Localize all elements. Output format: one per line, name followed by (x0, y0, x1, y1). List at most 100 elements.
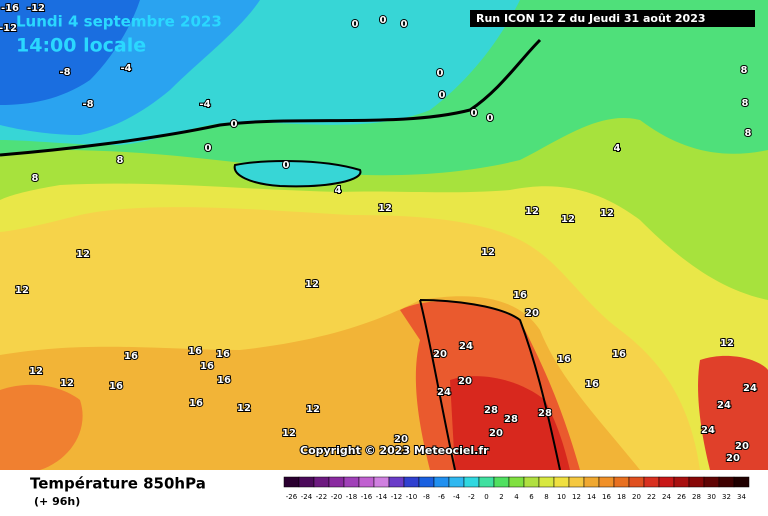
contour-label: 28 (484, 405, 498, 416)
color-swatch (343, 476, 360, 488)
contour-label: 0 (352, 19, 359, 30)
contour-label: 20 (394, 434, 408, 445)
contour-label: 16 (217, 375, 231, 386)
contour-label: 0 (231, 119, 238, 130)
contour-label: 12 (600, 208, 614, 219)
contour-label: 12 (282, 428, 296, 439)
scale-label: -24 (301, 493, 313, 501)
color-swatch (583, 476, 600, 488)
contour-label: 12 (29, 366, 43, 377)
scale-label: 16 (602, 493, 611, 501)
color-swatch (433, 476, 450, 488)
contour-label: 12 (561, 214, 575, 225)
color-swatch (553, 476, 570, 488)
color-swatch (388, 476, 405, 488)
contour-label: 20 (433, 349, 447, 360)
zero-isotherm (0, 38, 542, 157)
scale-label: -14 (376, 493, 388, 501)
contour-label: 16 (216, 349, 230, 360)
dark-blue-zone (0, 0, 140, 105)
contour-label: 24 (743, 383, 757, 394)
contour-label: 12 (306, 404, 320, 415)
contour-label: 20 (525, 308, 539, 319)
footer-subtitle: (+ 96h) (34, 495, 80, 508)
contour-label: 12 (525, 206, 539, 217)
scale-label: 22 (647, 493, 656, 501)
scale-label: -8 (423, 493, 430, 501)
contour-label: 16 (189, 398, 203, 409)
contour-label: -8 (82, 99, 93, 110)
color-swatch (643, 476, 660, 488)
scale-label: -6 (438, 493, 446, 501)
contour-label: 16 (513, 290, 527, 301)
color-swatch (478, 476, 495, 488)
contour-label: 12 (378, 203, 392, 214)
dark-red-zone (450, 376, 570, 470)
contour-label: 24 (701, 425, 715, 436)
contour-label: 16 (109, 381, 123, 392)
contour-label: 4 (614, 143, 621, 154)
red-zone-east (698, 355, 768, 470)
contour-label: 12 (305, 279, 319, 290)
contour-label: 24 (459, 341, 473, 352)
scale-label: 6 (529, 493, 534, 501)
color-swatch (703, 476, 720, 488)
scale-label: 20 (632, 493, 641, 501)
color-swatch (523, 476, 540, 488)
scale-label: -16 (361, 493, 373, 501)
contour-label: 0 (205, 143, 212, 154)
color-swatch (298, 476, 315, 488)
scale-label: 8 (544, 493, 548, 501)
contour-label: 8 (32, 173, 39, 184)
twenty-isotherm (419, 299, 561, 471)
color-swatch (688, 476, 705, 488)
contour-label: 0 (437, 68, 444, 79)
color-swatch (463, 476, 480, 488)
contour-label: 16 (124, 351, 138, 362)
color-swatch (373, 476, 390, 488)
contour-label: 24 (437, 387, 451, 398)
color-swatch (568, 476, 585, 488)
scale-label: -20 (331, 493, 342, 501)
scale-label: -22 (316, 493, 327, 501)
contour-label: 12 (720, 338, 734, 349)
contour-label: 12 (481, 247, 495, 258)
scale-label: -26 (286, 493, 298, 501)
orange-zone-west (0, 384, 83, 470)
scale-label: 14 (587, 493, 596, 501)
scale-label: -12 (391, 493, 402, 501)
contour-label: 16 (585, 379, 599, 390)
color-swatch (733, 476, 750, 488)
contour-label: 0 (401, 19, 408, 30)
date-label: Lundi 4 septembre 2023 (16, 13, 222, 31)
color-swatch (628, 476, 645, 488)
color-swatch (673, 476, 690, 488)
contour-label: 8 (745, 128, 752, 139)
contour-label: 4 (335, 185, 342, 196)
scale-label: -4 (453, 493, 461, 501)
contour-label: 12 (76, 249, 90, 260)
contour-label: -12 (0, 23, 17, 34)
contour-label: 8 (742, 98, 749, 109)
scale-label: 34 (737, 493, 746, 501)
contour-label: 20 (489, 428, 503, 439)
contour-label: 16 (200, 361, 214, 372)
contour-label: 8 (117, 155, 124, 166)
contour-label: 20 (735, 441, 749, 452)
color-swatch (403, 476, 420, 488)
scale-label: -2 (468, 493, 475, 501)
scale-label: 24 (662, 493, 671, 501)
contour-label: 0 (283, 160, 290, 171)
contour-label: -12 (27, 3, 45, 14)
contour-label: 0 (439, 90, 446, 101)
scale-label: 26 (677, 493, 686, 501)
scale-label: 10 (557, 493, 566, 501)
cold-pocket (233, 160, 362, 188)
contour-label: 16 (557, 354, 571, 365)
contour-label: 16 (612, 349, 626, 360)
scale-label: 32 (722, 493, 731, 501)
color-swatch (538, 476, 555, 488)
contour-label: 20 (726, 453, 740, 464)
